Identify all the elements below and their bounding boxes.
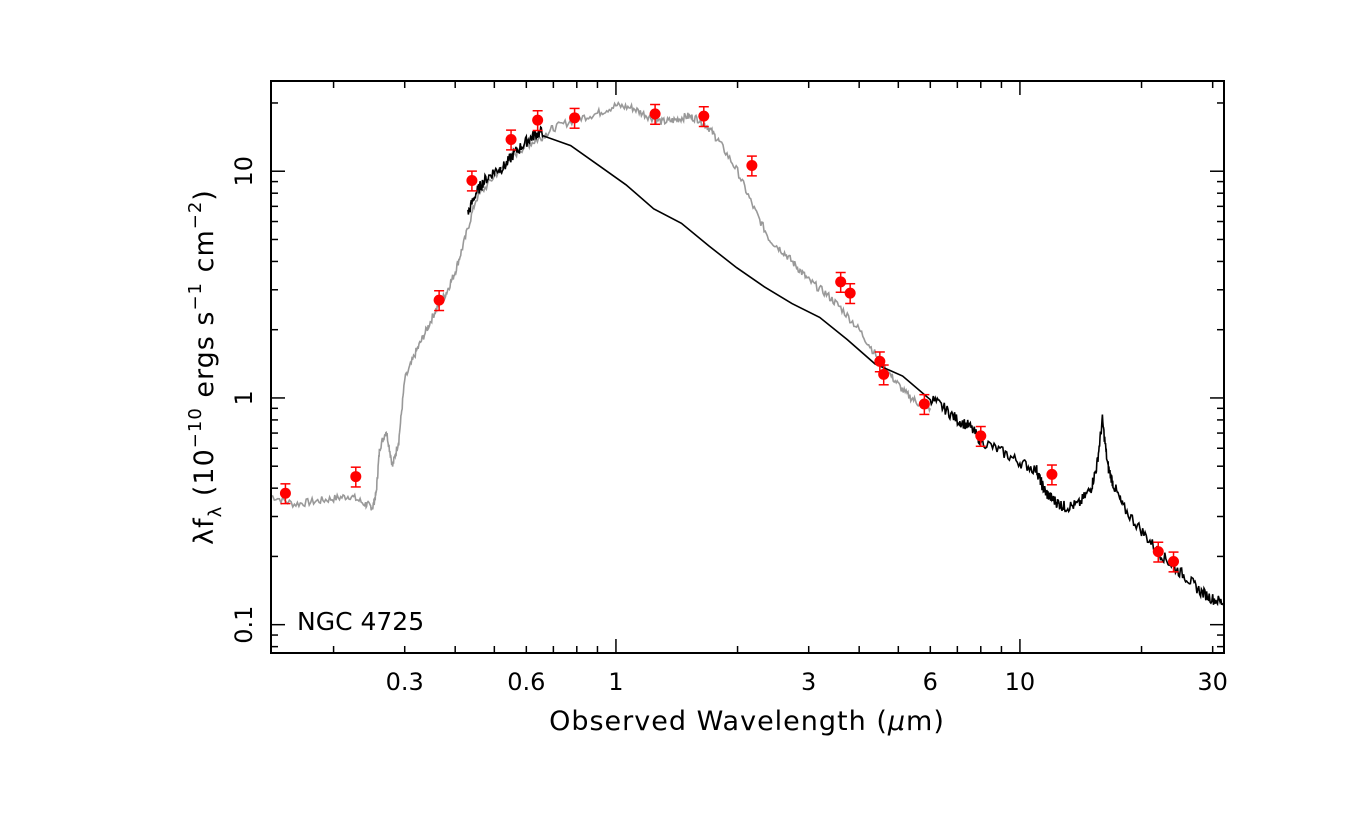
y-axis-title-close: ) [189, 189, 220, 201]
photometry-marker [569, 112, 581, 124]
photometry-marker [1046, 468, 1058, 480]
photometry-point [918, 393, 930, 416]
photometry-point [1168, 551, 1180, 573]
y-tick-label: 0.1 [230, 606, 258, 644]
photometry-marker [975, 430, 987, 442]
photometry-marker [844, 287, 856, 299]
x-tick-label: 30 [1197, 668, 1228, 696]
plot-frame [270, 80, 1225, 654]
observed-spectrum-line [467, 125, 1225, 607]
y-axis-title: λfλ (10−10 ergs s−1 cm−2) [185, 189, 226, 545]
photometry-marker [649, 108, 661, 120]
photometry-point [466, 170, 478, 192]
photometry-marker [505, 134, 517, 146]
photometry-marker [466, 175, 478, 187]
photometry-point [835, 271, 847, 294]
photometry-point [279, 483, 291, 505]
y-tick-label: 10 [230, 156, 258, 187]
x-tick-label: 1 [608, 668, 623, 696]
x-axis-title-unit: m) [906, 706, 945, 737]
x-axis-title-mu: μ [887, 706, 906, 737]
x-tick-label: 10 [1005, 668, 1036, 696]
photometry-marker [532, 114, 544, 126]
photometry-point [844, 282, 856, 305]
photometry-marker [433, 294, 445, 306]
photometry-marker [835, 276, 847, 288]
y-axis-title-exp1: −10 [185, 407, 206, 448]
photometry-point [532, 110, 544, 132]
photometry-series [279, 103, 1180, 573]
y-axis-title-lambda: λf [189, 517, 220, 545]
model-spectrum-line [270, 100, 932, 511]
photometry-marker [350, 471, 362, 483]
y-axis-title-exp2: −1 [185, 282, 206, 311]
photometry-marker [874, 355, 886, 367]
galaxy-label: NGC 4725 [297, 607, 424, 636]
photometry-point [878, 364, 890, 386]
photometry-point [649, 103, 661, 126]
photometry-point [698, 105, 710, 128]
photometry-marker [746, 159, 758, 171]
photometry-marker [918, 398, 930, 410]
photometry-point [975, 425, 987, 448]
y-axis-title-open: (10 [189, 448, 220, 505]
x-axis-title-main: Observed Wavelength ( [549, 706, 888, 737]
x-tick-label: 0.3 [386, 668, 424, 696]
photometry-point [1046, 464, 1058, 486]
x-tick-label: 6 [923, 668, 938, 696]
y-axis-title-mid: ergs s [189, 311, 220, 408]
photometry-marker [1152, 546, 1164, 558]
y-axis-title-mid2: cm [189, 229, 220, 282]
x-tick-label: 3 [801, 668, 816, 696]
x-axis-title: Observed Wavelength (μm) [549, 706, 945, 737]
photometry-point [1152, 541, 1164, 563]
photometry-marker [1168, 555, 1180, 567]
photometry-point [569, 107, 581, 129]
y-axis-title-exp3: −2 [185, 201, 206, 230]
y-axis-title-sub: λ [205, 506, 226, 518]
observed-spectrum-series [467, 125, 1225, 607]
x-tick-label: 0.6 [507, 668, 545, 696]
axis-ticks: 0.3 0.6 1 3 6 10 30 0.1 1 10 [230, 81, 1228, 696]
photometry-marker [279, 487, 291, 499]
photometry-point [505, 129, 517, 151]
photometry-marker [698, 110, 710, 122]
y-tick-label: 1 [230, 390, 258, 405]
model-spectrum-series [270, 100, 932, 511]
photometry-point [350, 466, 362, 488]
photometry-point [433, 290, 445, 312]
photometry-point [746, 155, 758, 177]
photometry-marker [878, 368, 890, 380]
